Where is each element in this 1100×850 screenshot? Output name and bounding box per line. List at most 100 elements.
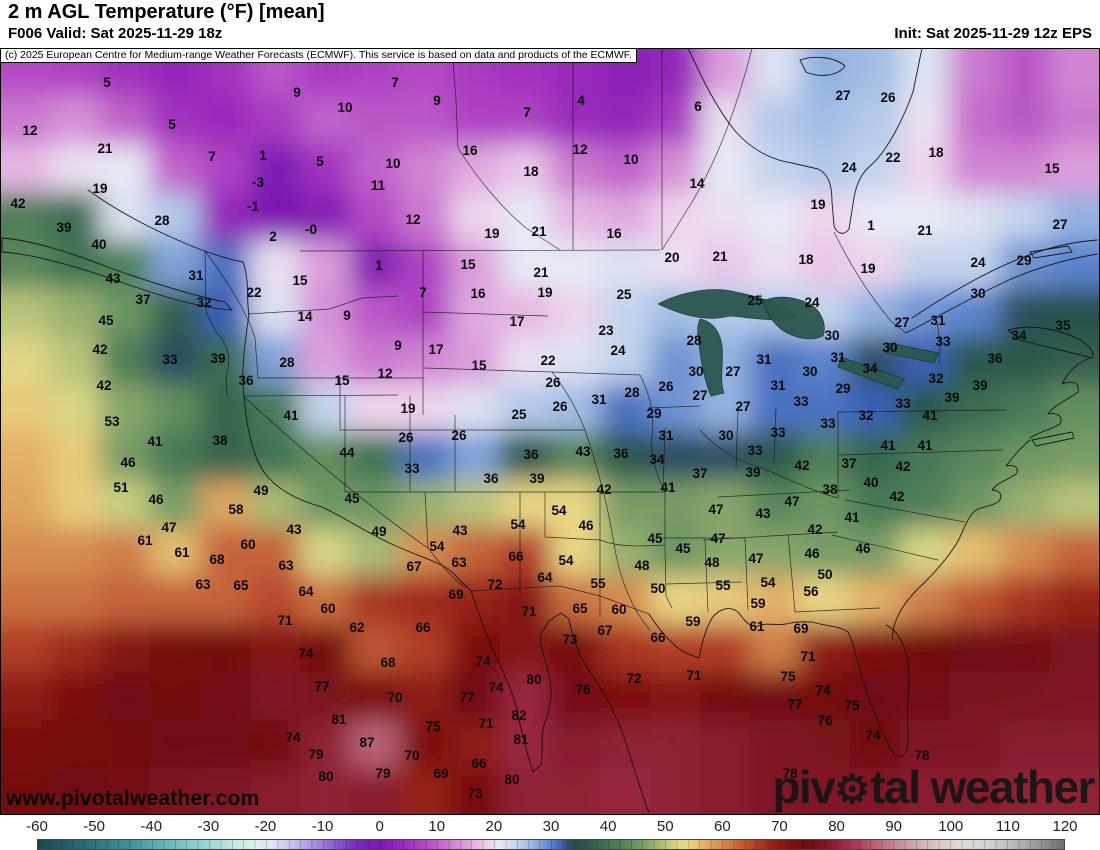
temp-cell (500, 768, 551, 815)
temp-cell (750, 48, 801, 97)
temp-cell (900, 288, 951, 337)
temp-cell (100, 48, 151, 49)
temp-label: 44 (339, 445, 355, 460)
temp-label: 26 (451, 428, 467, 443)
temp-cell (1050, 240, 1100, 289)
temp-label: 36 (523, 447, 539, 462)
temp-cell (150, 288, 201, 337)
temp-label: 7 (208, 149, 216, 164)
temp-label: 70 (387, 690, 402, 705)
temp-label: 28 (279, 355, 295, 370)
temp-cell (250, 672, 301, 721)
temp-cell (700, 384, 751, 433)
temp-label: 19 (400, 401, 415, 416)
temp-cell (900, 48, 951, 49)
temp-label: 87 (359, 735, 374, 750)
temp-label: 26 (552, 399, 568, 414)
temp-label: 77 (459, 690, 474, 705)
florida-coast (811, 621, 910, 758)
colorbar-tick-label: -60 (26, 818, 48, 835)
temp-label: 63 (278, 558, 294, 573)
temp-label: 73 (467, 786, 483, 801)
temp-label: 30 (824, 328, 839, 343)
temp-label: 24 (970, 255, 986, 270)
brand-text-pre: piv (772, 761, 835, 813)
temp-label: 19 (810, 197, 825, 212)
temp-cell (0, 528, 51, 577)
temp-label: 60 (320, 601, 335, 616)
temp-label: 19 (860, 261, 875, 276)
temp-cell (450, 720, 501, 769)
long-island (1031, 431, 1075, 447)
temp-label: 22 (540, 353, 555, 368)
temp-cell (950, 336, 1001, 385)
temp-label: 19 (537, 285, 552, 300)
temp-cell (550, 192, 601, 241)
temp-label: 31 (658, 428, 674, 443)
temp-cell (950, 624, 1001, 673)
temp-cell (650, 144, 701, 193)
temp-cell (50, 672, 101, 721)
temp-label: 55 (590, 576, 606, 591)
temp-cell (500, 624, 551, 673)
temp-label: 75 (780, 669, 796, 684)
colorbar-tick-label: 80 (828, 818, 845, 835)
temp-cell (850, 672, 901, 721)
temp-cell (850, 480, 901, 529)
temp-cell (850, 768, 901, 815)
temp-cell (100, 624, 151, 673)
temp-label: 47 (161, 520, 176, 535)
temp-cell (50, 624, 101, 673)
mid-atlantic-coast (892, 439, 1031, 641)
temp-cell (650, 528, 701, 577)
temp-label: 32 (196, 295, 211, 310)
coastlines (1, 48, 1098, 813)
temp-label: 60 (611, 602, 626, 617)
temp-cell (850, 720, 901, 769)
temp-label: 9 (433, 93, 441, 108)
temp-cell (0, 672, 51, 721)
temp-cell (0, 624, 51, 673)
temp-cell (1050, 192, 1100, 241)
temp-cell (650, 336, 701, 385)
great-lakes (657, 289, 940, 397)
temp-label: 47 (784, 494, 799, 509)
temp-cell (300, 672, 351, 721)
temp-cell (1000, 528, 1051, 577)
lake-michigan (697, 318, 725, 397)
temp-cell (550, 528, 601, 577)
temp-label: 22 (246, 285, 261, 300)
temp-cell (400, 672, 451, 721)
copyright-notice: (c) 2025 European Centre for Medium-rang… (0, 48, 637, 63)
temp-label: 75 (844, 698, 860, 713)
temp-cell (800, 480, 851, 529)
temp-cell (100, 144, 151, 193)
manitoba-ontario-border (661, 48, 753, 251)
temp-cell (150, 576, 201, 625)
colorbar-tick-label: 40 (599, 818, 617, 835)
temp-label: 25 (616, 287, 632, 302)
temp-label: 9 (343, 308, 351, 323)
st-lawrence-north-shore (911, 239, 1098, 319)
temp-label: 55 (715, 578, 731, 593)
temp-cell (650, 192, 701, 241)
temp-cell (350, 624, 401, 673)
temp-label: 21 (533, 265, 549, 280)
temp-cell (400, 576, 451, 625)
temp-cell (600, 96, 651, 145)
temp-cell (800, 48, 851, 49)
temp-cell (750, 336, 801, 385)
temp-cell (450, 576, 501, 625)
temp-cell (100, 768, 151, 815)
temp-label: 18 (523, 164, 539, 179)
temp-label: 59 (685, 614, 700, 629)
temp-cell (1050, 480, 1100, 529)
temp-label: 73 (562, 632, 578, 647)
temp-cell (150, 720, 201, 769)
temp-label: 33 (820, 416, 836, 431)
temp-label: 26 (398, 430, 414, 445)
temp-cell (700, 240, 751, 289)
colorbar-footer: -60 -50 -40 -30 -20 -10 0 10 20 30 40 50 60 70 80 90 100… (0, 815, 1100, 850)
temp-cell (900, 384, 951, 433)
